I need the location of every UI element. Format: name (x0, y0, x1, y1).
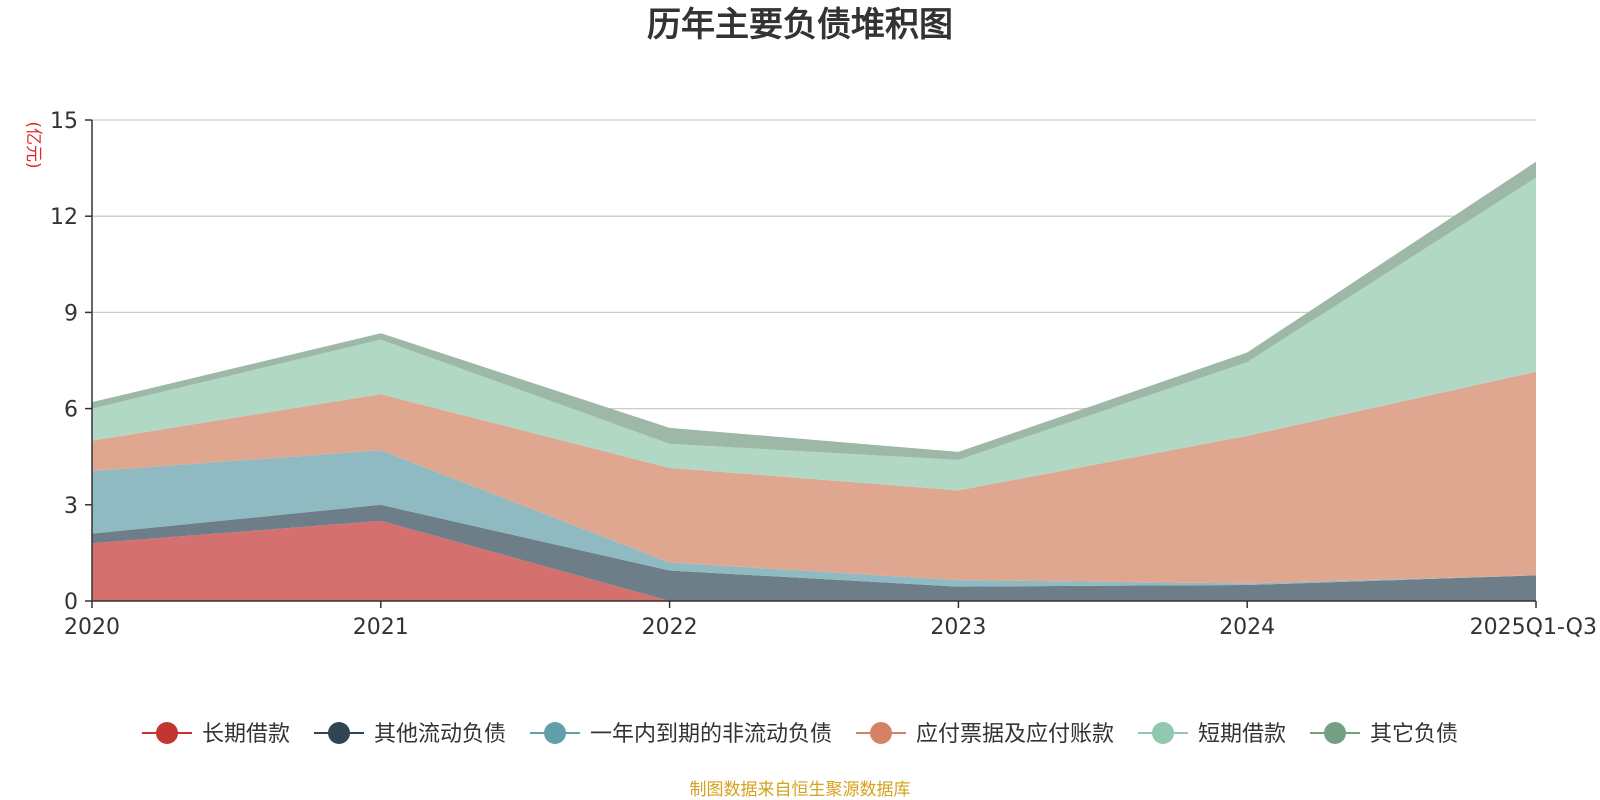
legend-marker (1152, 722, 1174, 744)
legend-label: 一年内到期的非流动负债 (590, 722, 832, 747)
chart-title: 历年主要负债堆积图 (647, 5, 953, 45)
x-tick-label: 2025Q1-Q3 (1470, 615, 1597, 640)
x-tick-label: 2023 (930, 615, 986, 640)
area-series-3[interactable] (92, 450, 1536, 587)
y-tick-label: 12 (50, 205, 78, 230)
legend-item-6[interactable]: 其它负债 (1310, 722, 1458, 747)
legend-label: 应付票据及应付账款 (916, 722, 1114, 747)
legend: 长期借款 其他流动负债 一年内到期的非流动负债 应付票据及应付账款 短期借款 其它负债 (142, 722, 1458, 747)
legend-label: 长期借款 (202, 722, 290, 747)
y-tick-label: 15 (50, 109, 78, 134)
legend-item-4[interactable]: 应付票据及应付账款 (856, 722, 1114, 747)
y-tick-label: 3 (64, 494, 78, 519)
legend-marker (544, 722, 566, 744)
area-series-4[interactable] (92, 371, 1536, 584)
y-tick-labels: 0 3 6 9 12 15 (50, 109, 78, 615)
area-series-group (92, 161, 1536, 601)
legend-item-5[interactable]: 短期借款 (1138, 722, 1286, 747)
area-series-6[interactable] (92, 161, 1536, 460)
area-series-1[interactable] (92, 520, 1536, 601)
x-tick-labels: 2020 2021 2022 2023 2024 2025Q1-Q3 (64, 615, 1597, 640)
y-tick-label: 0 (64, 590, 78, 615)
source-note: 制图数据来自恒生聚源数据库 (690, 780, 911, 800)
legend-label: 其它负债 (1370, 722, 1458, 747)
legend-item-2[interactable]: 其他流动负债 (314, 722, 506, 747)
legend-item-1[interactable]: 长期借款 (142, 722, 290, 747)
legend-label: 其他流动负债 (374, 722, 506, 747)
legend-marker (156, 722, 178, 744)
legend-marker (1324, 722, 1346, 744)
x-tick-label: 2021 (353, 615, 409, 640)
area-series-2[interactable] (92, 504, 1536, 601)
legend-label: 短期借款 (1198, 722, 1286, 747)
y-tick-label: 6 (64, 398, 78, 423)
legend-marker (328, 722, 350, 744)
axes (85, 119, 1537, 608)
legend-marker (870, 722, 892, 744)
x-tick-label: 2020 (64, 615, 120, 640)
x-tick-label: 2024 (1219, 615, 1275, 640)
legend-item-3[interactable]: 一年内到期的非流动负债 (530, 722, 832, 747)
area-series-5[interactable] (92, 177, 1536, 491)
y-axis-unit-label: (亿元) (23, 121, 43, 168)
x-tick-label: 2022 (642, 615, 698, 640)
y-tick-label: 9 (64, 301, 78, 326)
